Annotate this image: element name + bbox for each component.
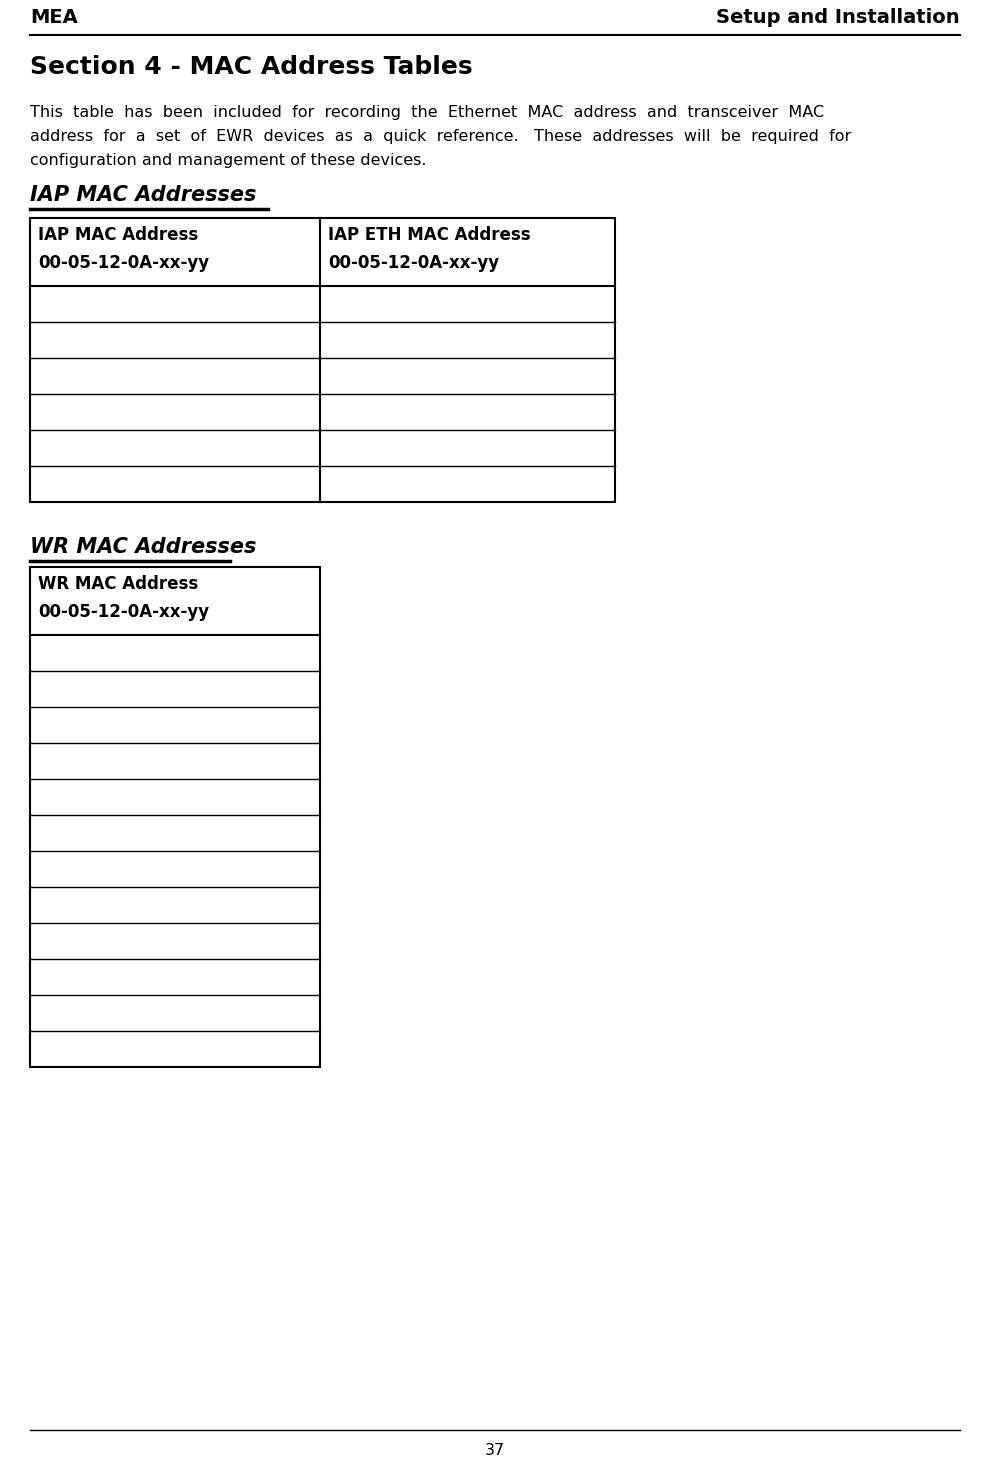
Text: WR MAC Address: WR MAC Address	[38, 574, 198, 593]
Text: Setup and Installation: Setup and Installation	[717, 7, 960, 26]
Text: This  table  has  been  included  for  recording  the  Ethernet  MAC  address  a: This table has been included for recordi…	[30, 105, 824, 120]
Text: IAP ETH MAC Address: IAP ETH MAC Address	[328, 226, 531, 245]
Text: 00-05-12-0A-xx-yy: 00-05-12-0A-xx-yy	[328, 253, 499, 272]
Text: 37: 37	[485, 1443, 505, 1458]
Text: WR MAC Addresses: WR MAC Addresses	[30, 538, 256, 557]
Bar	[30, 567, 320, 1067]
Text: IAP MAC Addresses: IAP MAC Addresses	[30, 185, 256, 205]
Bar	[30, 218, 615, 502]
Text: Section 4 - MAC Address Tables: Section 4 - MAC Address Tables	[30, 56, 472, 79]
Text: address  for  a  set  of  EWR  devices  as  a  quick  reference.   These  addres: address for a set of EWR devices as a qu…	[30, 129, 851, 144]
Text: 00-05-12-0A-xx-yy: 00-05-12-0A-xx-yy	[38, 604, 209, 621]
Text: MEA: MEA	[30, 7, 78, 26]
Text: IAP MAC Address: IAP MAC Address	[38, 226, 198, 245]
Text: 00-05-12-0A-xx-yy: 00-05-12-0A-xx-yy	[38, 253, 209, 272]
Text: configuration and management of these devices.: configuration and management of these de…	[30, 152, 427, 168]
